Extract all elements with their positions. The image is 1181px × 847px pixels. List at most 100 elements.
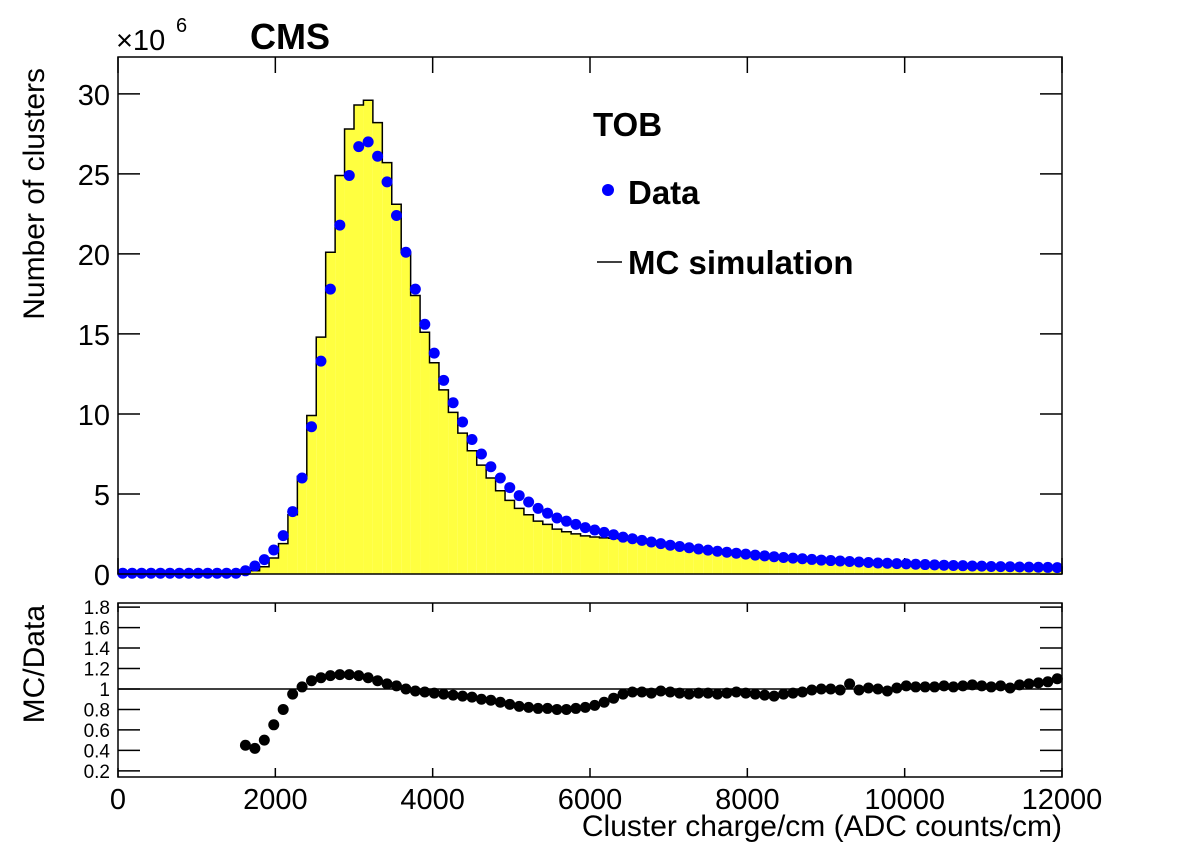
ratio-point — [891, 682, 903, 694]
ratio-point — [447, 689, 459, 701]
data-point — [645, 536, 657, 548]
data-point — [334, 219, 346, 231]
histogram-bar — [542, 524, 553, 574]
histogram-bar — [693, 549, 704, 574]
histogram-bar — [448, 412, 458, 574]
ratio-point — [872, 683, 884, 695]
y-tick-label: 15 — [78, 320, 110, 352]
histogram-bar — [306, 415, 317, 574]
histogram-bar — [438, 389, 449, 574]
ratio-point — [1032, 677, 1044, 689]
histogram-bar — [778, 558, 789, 574]
ratio-point — [532, 702, 544, 714]
data-point — [447, 397, 459, 409]
histogram-bar — [429, 362, 439, 574]
data-point — [154, 567, 166, 579]
ratio-point — [796, 686, 808, 698]
ratio-point — [390, 680, 402, 692]
ratio-point — [815, 683, 827, 695]
y-tick-label: 0.6 — [84, 721, 110, 742]
ratio-point — [551, 703, 563, 715]
histogram-bar — [835, 561, 845, 574]
data-point — [457, 416, 469, 428]
y-tick-label: 20 — [78, 240, 110, 272]
legend-label: Data — [628, 174, 700, 211]
data-point — [598, 526, 610, 538]
ratio-point — [844, 678, 856, 690]
x-tick-label: 0 — [110, 784, 126, 816]
histogram-bar — [363, 100, 373, 574]
histogram-bar — [287, 514, 298, 574]
data-point — [825, 555, 837, 567]
data-point — [664, 539, 676, 551]
ratio-point — [334, 669, 346, 681]
data-point — [504, 482, 516, 494]
data-point — [390, 209, 402, 221]
histogram-bar — [590, 537, 600, 574]
annotation: TOB — [593, 106, 662, 143]
data-point — [230, 567, 242, 579]
data-point — [966, 560, 978, 572]
histogram-bar — [759, 557, 770, 574]
histogram-bar — [514, 508, 524, 574]
ratio-point — [381, 678, 393, 690]
histogram-bar — [769, 557, 779, 574]
ratio-point — [475, 693, 487, 705]
histogram-bar — [401, 252, 411, 574]
data-point — [579, 522, 591, 534]
y-tick-label: 5 — [94, 480, 110, 512]
ratio-point — [947, 681, 959, 693]
histogram-bar — [297, 476, 307, 574]
data-point — [296, 472, 308, 484]
histogram-bar — [259, 566, 270, 574]
data-point — [636, 534, 648, 546]
data-point — [947, 560, 959, 572]
y-tick-label: 1 — [99, 680, 110, 701]
ratio-point — [995, 680, 1007, 692]
histogram-bar — [354, 105, 364, 574]
data-point — [513, 490, 525, 502]
histogram-bar — [854, 562, 864, 574]
histogram-bar — [476, 465, 487, 574]
data-point — [834, 555, 846, 567]
histogram-bar — [250, 570, 260, 574]
ratio-point — [315, 672, 327, 684]
histogram-bar — [599, 537, 609, 574]
data-point — [1032, 561, 1044, 573]
histogram-bar — [816, 560, 826, 574]
data-point — [570, 518, 582, 530]
legend-marker — [602, 184, 614, 196]
data-point — [862, 556, 874, 568]
histogram-bar — [533, 521, 543, 574]
histogram-bar — [618, 538, 628, 574]
histogram-bar — [674, 547, 685, 574]
data-point — [910, 558, 922, 570]
data-point — [919, 559, 931, 571]
y-tick-label: 0.2 — [84, 762, 110, 783]
y-tick-label: 25 — [78, 160, 110, 192]
histogram-bar — [278, 543, 288, 574]
plot-frame — [117, 602, 1063, 778]
ratio-point — [504, 698, 516, 710]
title: CMS — [250, 16, 330, 57]
ratio-point — [966, 679, 978, 691]
histogram-bar — [703, 551, 713, 574]
data-point — [768, 551, 780, 563]
data-point — [438, 374, 450, 386]
data-point — [117, 567, 129, 579]
data-point — [787, 552, 799, 564]
ratio-point — [560, 703, 572, 715]
y-tick-label: 1.4 — [84, 639, 111, 660]
data-point — [693, 543, 705, 555]
y-exponent-power: 6 — [176, 15, 187, 37]
histogram-bar — [627, 539, 638, 574]
data-point — [589, 524, 601, 536]
ratio-point — [834, 684, 846, 696]
data-point — [674, 540, 686, 552]
histogram-bar — [873, 562, 883, 574]
data-point — [136, 567, 148, 579]
histogram-bar — [797, 559, 808, 574]
data-point — [523, 496, 535, 508]
data-point — [428, 347, 440, 359]
